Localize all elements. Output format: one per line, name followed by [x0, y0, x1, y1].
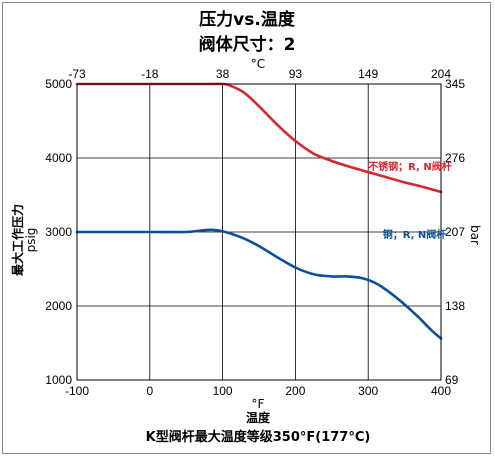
bottom-tick-label: -100 [65, 384, 89, 398]
right-tick-label: 207 [445, 225, 465, 239]
top-tick-label: -18 [141, 67, 159, 81]
stainless-steel-series-line [75, 82, 443, 194]
left-tick-label: 1000 [45, 373, 72, 387]
top-tick-label: 93 [289, 67, 303, 81]
chart-subtitle: 阀体尺寸：2 [199, 34, 296, 55]
right-tick-label: 138 [445, 299, 465, 313]
tick-labels: -100 -73 0 -18 100 38 200 93 300 149 400 204 1000 69 2… [45, 67, 465, 398]
right-tick-label: 276 [445, 151, 465, 165]
left-axis-unit: psig [24, 228, 38, 253]
series-lines [75, 82, 443, 340]
grid [77, 84, 441, 380]
chart-footer: K型阀杆最大温度等级350°F(177°C) [146, 429, 371, 445]
bottom-tick-label: 400 [431, 384, 451, 398]
left-tick-label: 2000 [45, 299, 72, 313]
bottom-tick-label: 0 [146, 384, 153, 398]
top-tick-label: 204 [431, 67, 451, 81]
top-tick-label: 149 [358, 67, 378, 81]
bottom-axis-label: 温度 [246, 410, 271, 425]
bottom-tick-label: 200 [285, 384, 305, 398]
left-axis-label: 最大工作压力 [10, 204, 25, 276]
top-tick-label: -73 [68, 67, 86, 81]
left-tick-label: 4000 [45, 151, 72, 165]
chart-frame [2, 2, 491, 454]
plot-area-border [76, 83, 442, 381]
top-axis-unit: °C [251, 57, 265, 71]
stainless-steel-series-label: 不锈钢；R, N阀杆 [368, 160, 452, 173]
left-tick-label: 5000 [45, 77, 72, 91]
right-tick-label: 69 [445, 373, 459, 387]
chart-title: 压力vs.温度 [199, 9, 296, 30]
bottom-axis-unit: °F [252, 397, 265, 411]
bottom-tick-label: 100 [213, 384, 233, 398]
copper-series-label: 铜；R, N阀杆 [383, 228, 447, 241]
top-tick-label: 38 [216, 67, 230, 81]
copper-series-line [75, 228, 443, 340]
left-tick-label: 3000 [45, 225, 72, 239]
right-tick-label: 345 [445, 77, 465, 91]
bottom-tick-label: 300 [358, 384, 378, 398]
right-axis-unit: bar [468, 225, 482, 245]
